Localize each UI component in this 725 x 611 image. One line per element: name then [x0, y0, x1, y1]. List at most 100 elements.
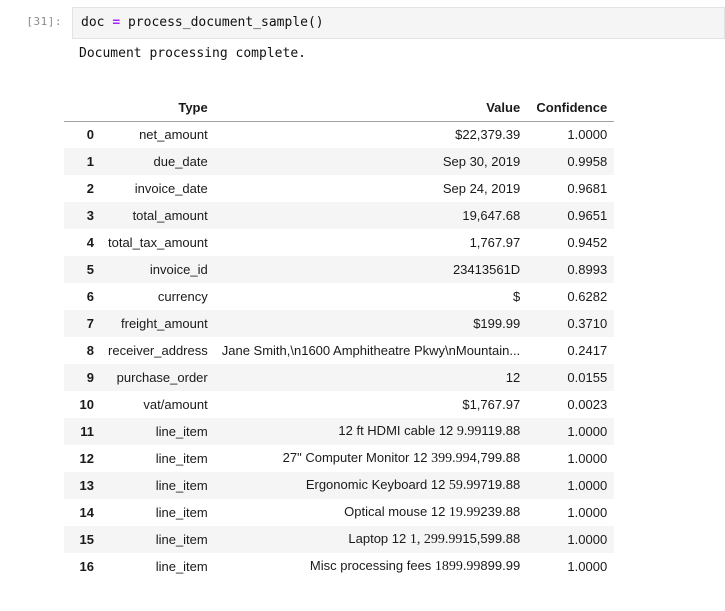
- cell-confidence: 1.0000: [567, 127, 608, 143]
- value-text: $1,767.97: [462, 397, 521, 412]
- row-index: 16: [79, 559, 94, 574]
- row-index: 3: [86, 208, 94, 223]
- row-index: 14: [79, 505, 94, 520]
- row-index: 1: [86, 154, 94, 169]
- cell-confidence: 1.0000: [567, 559, 608, 574]
- cell-value: Sep 24, 2019: [215, 175, 527, 202]
- row-index: 4: [86, 235, 94, 250]
- value-text: 15,599.88: [462, 531, 521, 546]
- cell-type: receiver_address: [108, 343, 208, 358]
- table-row: 1 due_date Sep 30, 2019 0.9958: [64, 148, 615, 175]
- value-text: $22,379.39: [455, 127, 521, 143]
- cell-confidence: 0.6282: [567, 289, 608, 304]
- table-row: 5 invoice_id 23413561D 0.8993: [64, 256, 615, 283]
- column-header-type: Type: [101, 94, 215, 122]
- cell-type: due_date: [153, 154, 208, 169]
- code-token: doc: [81, 15, 113, 30]
- value-text: 19.99: [448, 505, 481, 520]
- value-text: 12 ft HDMI cable 12: [338, 423, 457, 438]
- cell-value: 27" Computer Monitor 12 399.994,799.88: [215, 445, 527, 472]
- table-row: 14 line_item Optical mouse 12 19.99239.88 1…: [64, 499, 614, 526]
- cell-confidence: 0.9958: [567, 154, 608, 169]
- cell-value: Ergonomic Keyboard 12 59.99719.88: [215, 472, 527, 499]
- value-text: 27" Computer Monitor 12: [282, 450, 432, 465]
- table-row: 8 receiver_address Jane Smith,\n1600 Amphi…: [64, 337, 614, 364]
- row-index: 7: [86, 316, 94, 331]
- value-text: 12: [505, 370, 521, 385]
- cell-value: $22,379.39: [215, 121, 527, 148]
- cell-type: line_item: [155, 532, 208, 547]
- table-row: 11 line_item 12 ft HDMI cable 12 9.99119.8…: [64, 418, 615, 445]
- value-text: 19,647.68: [462, 208, 521, 223]
- value-text: $199.99: [473, 316, 521, 331]
- row-index: 8: [86, 343, 94, 358]
- cell-confidence: 0.8993: [567, 262, 608, 277]
- cell-type: total_tax_amount: [108, 235, 208, 250]
- value-text: 899.99: [480, 558, 521, 573]
- code-token: =: [112, 15, 121, 30]
- cell-value: 19,647.68: [215, 202, 527, 229]
- value-text: 59.99: [448, 478, 481, 493]
- cell-type: line_item: [155, 424, 208, 439]
- table-row: 9 purchase_order 12 0.0155: [64, 364, 615, 391]
- cell-value: 23413561D: [215, 256, 527, 283]
- value-text: Optical mouse 12: [344, 504, 449, 519]
- table-row: 16 line_item Misc processing fees 1899.998…: [64, 553, 614, 580]
- cell-type: currency: [157, 289, 208, 304]
- table-row: 13 line_item Ergonomic Keyboard 12 59.9971…: [64, 472, 615, 499]
- table-row: 6 currency $0.6282: [64, 283, 614, 310]
- table-row: 3 total_amount 19,647.68 0.9651: [64, 202, 615, 229]
- row-index: 12: [79, 451, 94, 466]
- output-text: Document processing complete.: [79, 46, 306, 61]
- cell-confidence: 0.9452: [567, 235, 608, 250]
- value-text: 1,767.97: [469, 235, 521, 250]
- dataframe-table: Type Value Confidence 0 net_amount $22,379…: [64, 94, 615, 580]
- cell-confidence: 0.0155: [567, 370, 608, 385]
- row-index: 5: [86, 262, 94, 277]
- cell-type: line_item: [155, 505, 208, 520]
- value-text: Ergonomic Keyboard 12: [305, 477, 449, 492]
- code-token: process_document_sample(): [120, 15, 324, 30]
- value-text: 23413561D: [452, 262, 521, 277]
- row-index: 2: [86, 181, 94, 196]
- row-index: 15: [79, 532, 94, 547]
- index-column-header: [64, 94, 101, 122]
- cell-type: line_item: [155, 478, 208, 493]
- code-line: doc = process_document_sample(): [81, 15, 324, 30]
- table-row: 15 line_item Laptop 12 1, 299.9915,599.88 1…: [64, 526, 615, 553]
- code-input[interactable]: doc = process_document_sample(): [72, 7, 725, 39]
- cell-type: invoice_date: [134, 181, 208, 196]
- cell-confidence: 0.0023: [567, 397, 608, 412]
- row-index: 0: [86, 127, 94, 143]
- cell-type: freight_amount: [121, 316, 208, 331]
- column-header-value: Value: [214, 94, 528, 122]
- cell-value: 12 ft HDMI cable 12 9.99119.88: [215, 418, 527, 445]
- value-text: 9.99: [456, 424, 482, 439]
- table-header: Type Value Confidence: [64, 94, 615, 122]
- value-text: Sep 30, 2019: [442, 154, 521, 169]
- value-text: 719.88: [480, 477, 521, 492]
- cell-confidence: 1.0000: [567, 505, 608, 520]
- cell-value: Laptop 12 1, 299.9915,599.88: [215, 526, 527, 553]
- table-row: 10 vat/amount $1,767.97 0.0023: [64, 391, 614, 418]
- cell-type: line_item: [155, 559, 208, 574]
- cell-type: invoice_id: [149, 262, 208, 277]
- cell-type: net_amount: [139, 127, 208, 143]
- value-text: Jane Smith,\n1600 Amphitheatre Pkwy\nMou…: [221, 343, 521, 358]
- cell-type: vat/amount: [143, 397, 208, 412]
- cell-value: 1,767.97: [215, 229, 527, 256]
- value-text: 119.88: [481, 423, 521, 438]
- row-index: 6: [86, 289, 94, 304]
- cell-value: $199.99: [215, 310, 527, 337]
- cell-confidence: 0.9681: [567, 181, 608, 196]
- value-text: 1, 299.99: [409, 532, 463, 547]
- row-index: 9: [86, 370, 94, 385]
- table-row: 0 net_amount $22,379.39 1.0000: [64, 121, 614, 148]
- value-text: 1899.99: [434, 559, 481, 574]
- cell-confidence: 1.0000: [567, 532, 608, 547]
- cell-type: purchase_order: [116, 370, 208, 385]
- cell-confidence: 0.2417: [567, 343, 608, 358]
- value-text: $: [512, 289, 521, 304]
- cell-value: 12: [215, 364, 527, 391]
- code-cell-row: [31]: doc = process_document_sample(): [0, 7, 725, 39]
